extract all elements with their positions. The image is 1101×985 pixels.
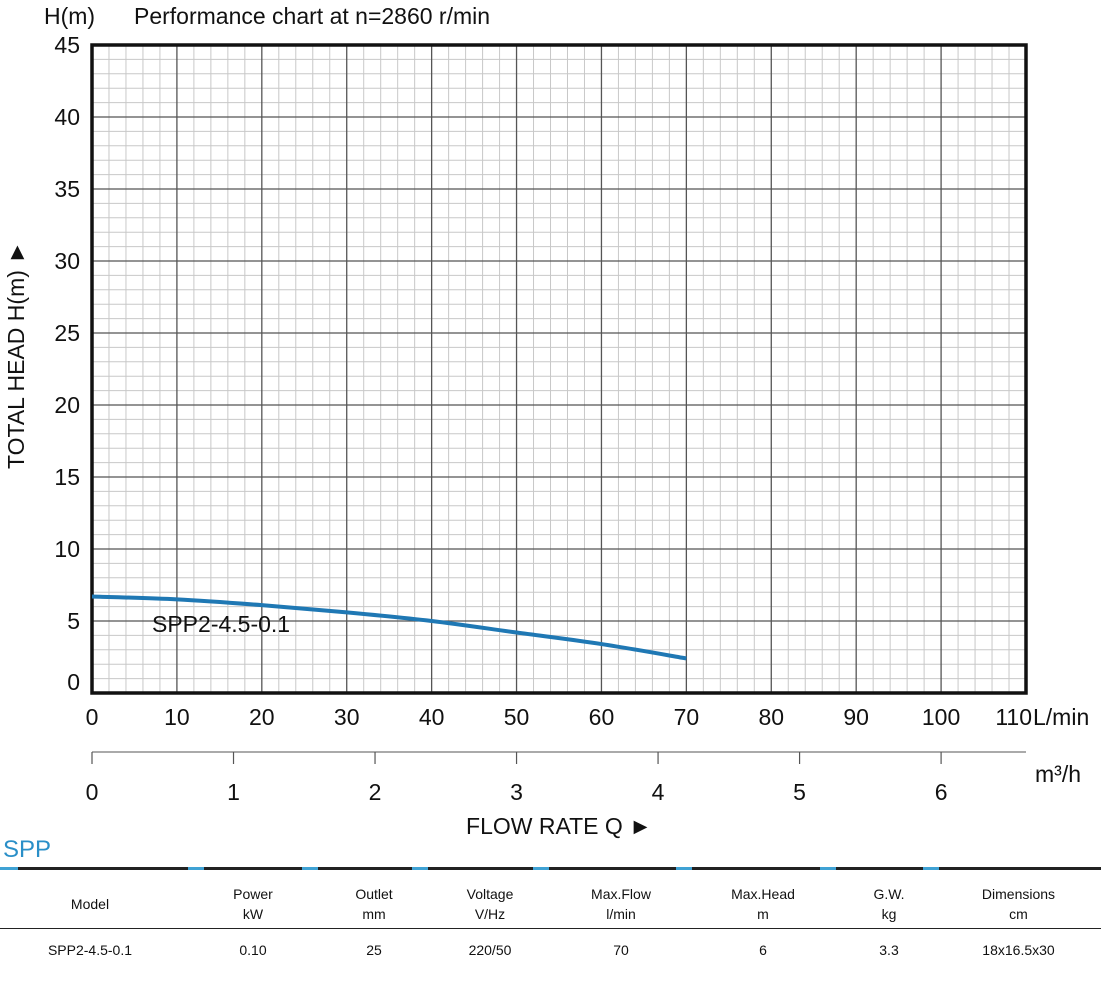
column-header-title: Model — [70, 896, 110, 912]
secondary-tick-label: 1 — [227, 779, 240, 805]
column-header: Max.Flow l/min — [558, 880, 684, 929]
x-tick-label: 50 — [504, 704, 530, 730]
major-grid — [92, 45, 1026, 693]
table-cell: 0.10 — [239, 942, 267, 958]
secondary-tick-label: 6 — [935, 779, 948, 805]
y-tick-label: 10 — [54, 536, 80, 562]
x-tick-label: 20 — [249, 704, 275, 730]
y-axis-title: TOTAL HEAD H(m) ► — [3, 241, 29, 469]
table-cell: 6 — [759, 942, 767, 958]
y-tick-label: 5 — [67, 608, 80, 634]
table-cell: 25 — [366, 942, 382, 958]
series-label: SPP2-4.5-0.1 — [152, 611, 290, 637]
table-rule-accent — [188, 867, 204, 870]
x-tick-label: 0 — [86, 704, 99, 730]
x-tick-label: 30 — [334, 704, 360, 730]
column-header-unit: cm — [1009, 906, 1028, 922]
y-tick-label: 35 — [54, 176, 80, 202]
section-title: SPP — [3, 836, 52, 863]
x-tick-label: 40 — [419, 704, 445, 730]
x-tick-label: 10 — [164, 704, 190, 730]
chart-title: Performance chart at n=2860 r/min — [134, 3, 490, 29]
table-rule-accent — [302, 867, 318, 870]
table-rule-accent — [676, 867, 692, 870]
column-header: Voltage V/Hz — [422, 880, 558, 929]
column-header: Outlet mm — [326, 880, 422, 929]
performance-chart: H(m) Performance chart at n=2860 r/min 0… — [3, 3, 1089, 839]
x-tick-label: 70 — [674, 704, 700, 730]
column-header-title: Outlet — [355, 886, 393, 902]
secondary-unit-label: m³/h — [1035, 761, 1081, 787]
plot-frame — [90, 43, 1028, 695]
secondary-tick-label: 2 — [369, 779, 382, 805]
table-header-row: Model Power kW Outlet mm Voltage V/Hz Max.Flow l… — [0, 880, 1101, 929]
column-header-title: Power — [233, 886, 273, 902]
x-axis-title: FLOW RATE Q ► — [466, 813, 652, 839]
column-header-title: Max.Head — [731, 886, 795, 902]
x-tick-label: 110 — [995, 704, 1032, 730]
secondary-tick-label: 4 — [652, 779, 665, 805]
y-axis-ticks: 0 5 10 15 20 25 30 35 40 45 — [54, 32, 80, 695]
y-tick-label: 15 — [54, 464, 80, 490]
table-cell: 18x16.5x30 — [982, 942, 1055, 958]
y-tick-label: 45 — [54, 32, 80, 58]
secondary-tick-label: 3 — [510, 779, 523, 805]
y-unit-label: H(m) — [44, 3, 95, 29]
secondary-tick-label: 0 — [86, 779, 99, 805]
column-header-unit: m — [757, 906, 769, 922]
column-header: Model — [0, 880, 180, 929]
column-header-unit: mm — [362, 906, 386, 922]
x-tick-label: 80 — [758, 704, 784, 730]
x-tick-label: 60 — [589, 704, 615, 730]
column-header-title: Voltage — [466, 886, 514, 902]
table-cell: 220/50 — [468, 942, 512, 958]
column-header: Max.Head m — [684, 880, 842, 929]
table-cell: SPP2-4.5-0.1 — [47, 942, 133, 958]
table-rule-accent — [923, 867, 939, 870]
column-header-unit: kW — [242, 906, 264, 922]
secondary-axis-ticks: 0 1 2 3 4 5 6 — [86, 752, 948, 805]
column-header: Dimensions cm — [936, 880, 1101, 929]
table-body: SPP2-4.5-0.1 0.10 25 220/50 70 6 3.3 18x16.5x30 — [0, 929, 1101, 972]
column-header-unit: V/Hz — [474, 906, 506, 922]
x-tick-label: 100 — [922, 704, 960, 730]
y-tick-label: 30 — [54, 248, 80, 274]
table-rule-accent — [533, 867, 549, 870]
spec-table: Model Power kW Outlet mm Voltage V/Hz Max.Flow l… — [0, 880, 1101, 971]
y-tick-label: 20 — [54, 392, 80, 418]
table-rule-accent — [820, 867, 836, 870]
table-rule-accent — [0, 867, 18, 870]
column-header: G.W. kg — [842, 880, 936, 929]
table-cell: 70 — [613, 942, 629, 958]
column-header: Power kW — [180, 880, 326, 929]
secondary-tick-label: 5 — [793, 779, 806, 805]
x-tick-label: 90 — [843, 704, 869, 730]
minor-grid — [92, 45, 1026, 693]
series-layer: SPP2-4.5-0.1 — [91, 594, 687, 661]
table-rule-accent — [412, 867, 428, 870]
column-header-unit: l/min — [606, 906, 636, 922]
table-rule — [0, 867, 1101, 870]
series-line-SPP2-4.5-0.1 — [91, 594, 687, 661]
table-cell: 3.3 — [879, 942, 899, 958]
y-tick-label: 25 — [54, 320, 80, 346]
y-tick-label: 40 — [54, 104, 80, 130]
y-tick-label: 0 — [67, 669, 80, 695]
column-header-title: G.W. — [873, 886, 905, 902]
column-header-title: Dimensions — [981, 886, 1056, 902]
column-header-title: Max.Flow — [591, 886, 651, 902]
x-axis-ticks: 0 10 20 30 40 50 60 70 80 90 100 110 — [86, 704, 1032, 730]
column-header-unit: kg — [881, 906, 897, 922]
x-unit-label: L/min — [1033, 704, 1089, 730]
table-row: SPP2-4.5-0.1 0.10 25 220/50 70 6 3.3 18x16.5x30 — [0, 929, 1101, 972]
